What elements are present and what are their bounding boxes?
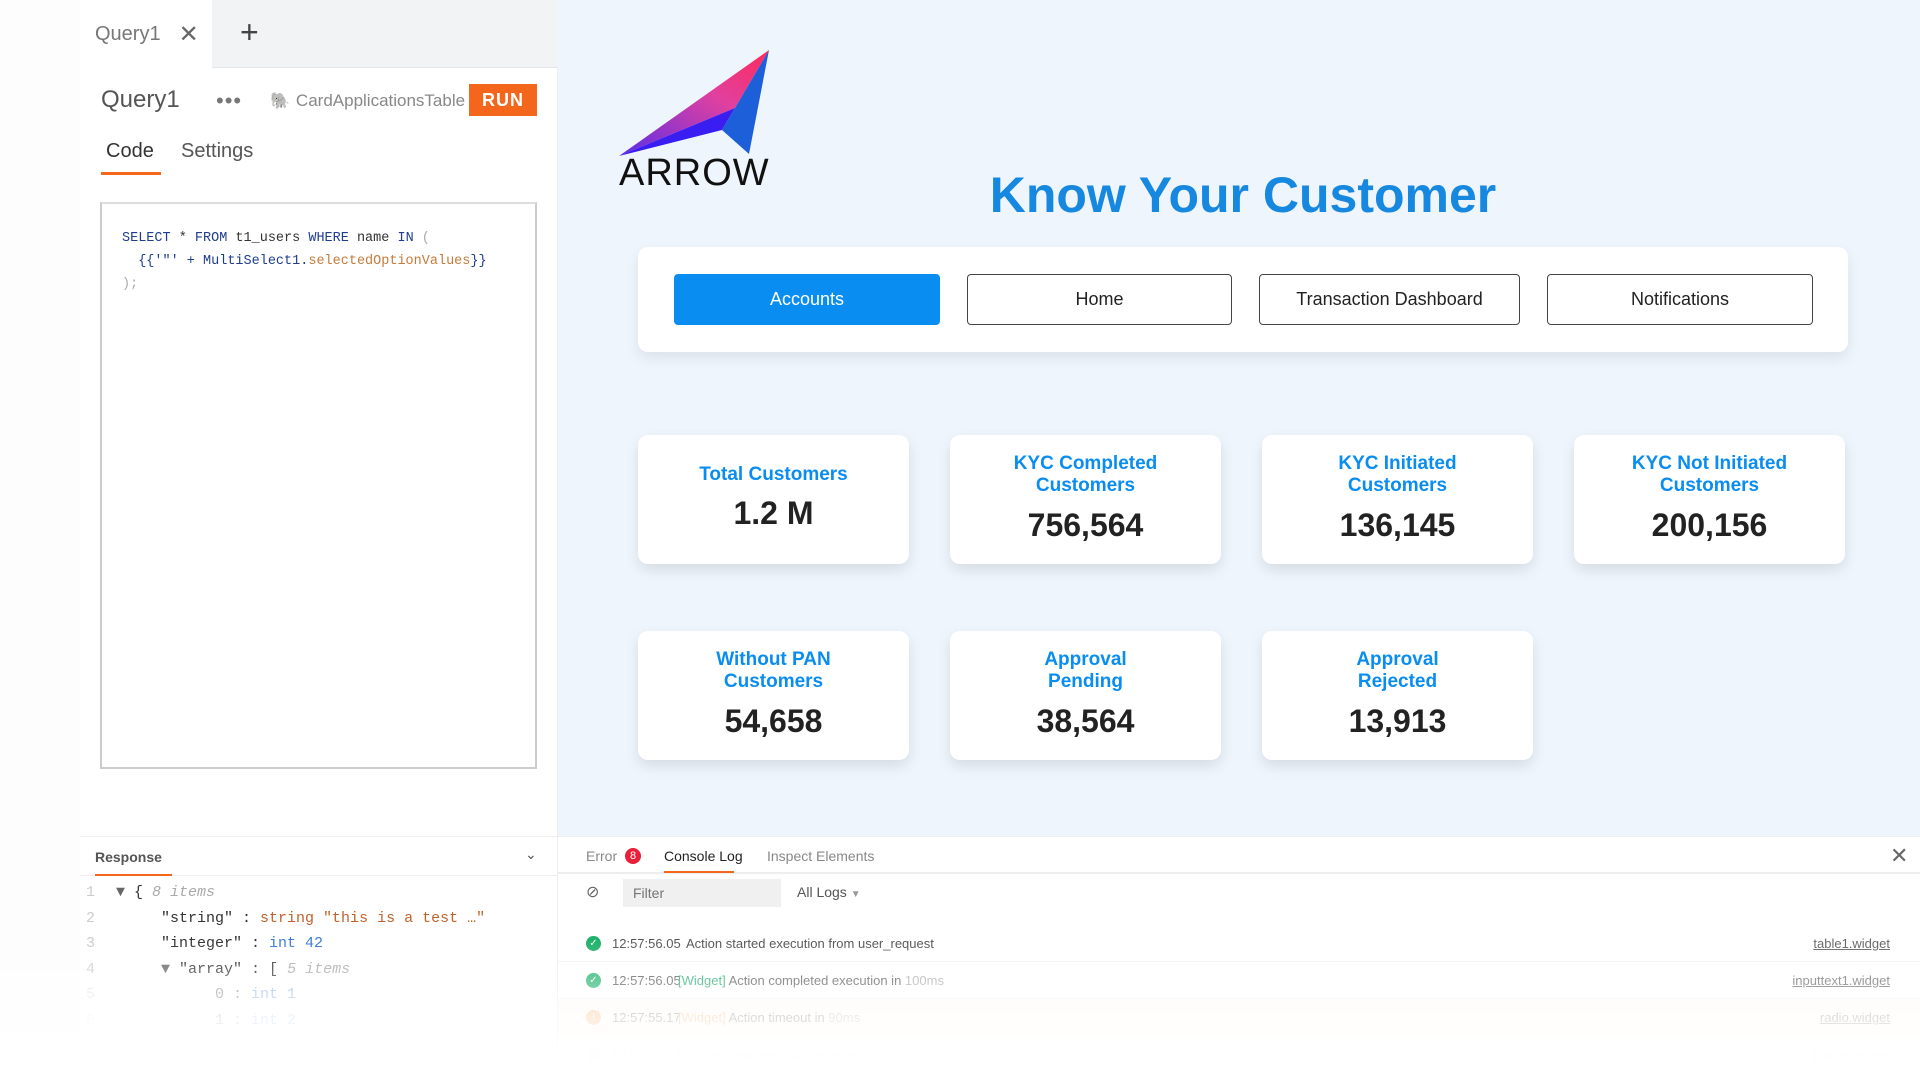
svg-text:ARROW: ARROW — [619, 152, 770, 188]
log-row: ! 12:57:55.17 [Widget] Action timeout in 9… — [558, 999, 1920, 1036]
active-tab-indicator — [101, 172, 161, 175]
response-header[interactable]: Response ⌄ — [80, 836, 558, 876]
query-tab-bar: Query1 ✕ + — [80, 0, 558, 68]
nav-transaction-dashboard-button[interactable]: Transaction Dashboard — [1259, 274, 1520, 325]
log-source-link[interactable]: radio.widget — [1819, 1010, 1890, 1025]
success-icon: ✓ — [586, 936, 601, 951]
close-icon[interactable]: ✕ — [1890, 843, 1909, 868]
tree-row: 2 "string" : string "this is a test …" — [86, 909, 486, 927]
tab-settings[interactable]: Settings — [181, 140, 254, 162]
code-editor[interactable]: SELECT * FROM t1_users WHERE name IN ( {… — [100, 202, 537, 769]
nav-notifications-button[interactable]: Notifications — [1547, 274, 1813, 325]
close-icon[interactable]: ✕ — [178, 20, 199, 48]
postgres-icon: 🐘 — [270, 93, 290, 110]
datasource-name: CardApplicationsTable — [295, 91, 466, 110]
query-tab[interactable]: Query1 ✕ — [80, 0, 212, 68]
tree-row: 5 0 : int 1 — [86, 986, 297, 1004]
arrow-logo: ARROW — [617, 48, 772, 194]
log-source-link[interactable]: table1.widget — [1813, 936, 1890, 951]
log-row: ! 12:57:55.17 [Widget] Returned with error… — [558, 1036, 1920, 1073]
log-source-link[interactable]: button.widget — [1812, 1047, 1890, 1062]
query-tab-label: Query1 — [95, 22, 161, 45]
warning-icon: ! — [586, 1010, 601, 1025]
add-tab-button[interactable]: + — [240, 14, 259, 50]
datasource-selector[interactable]: 🐘 CardApplicationsTable — [270, 91, 465, 111]
debug-console: Error 8 Console Log Inspect Elements ✕ ⊘… — [558, 836, 1920, 1080]
error-icon: ! — [586, 1047, 601, 1062]
stat-card-approval-pending: Approval Pending 38,564 — [950, 631, 1221, 760]
tree-row[interactable]: 4 ▼ "array" : [ 5 items — [86, 960, 351, 978]
error-count-badge: 8 — [625, 848, 641, 864]
query-editor-panel: Query1 ✕ + Query1 ••• 🐘 CardApplicationsTa… — [80, 0, 558, 1080]
stat-card-kyc-not-initiated: KYC Not Initiated Customers 200,156 — [1574, 435, 1845, 564]
tree-row: 6 1 : int 2 — [86, 1011, 297, 1029]
background-edge — [0, 0, 80, 1080]
log-level-dropdown[interactable]: All Logs ▼ — [797, 884, 861, 900]
chevron-down-icon[interactable]: ⌄ — [525, 846, 537, 862]
nav-bar: Accounts Home Transaction Dashboard Noti… — [638, 247, 1848, 352]
stat-card-without-pan: Without PAN Customers 54,658 — [638, 631, 909, 760]
nav-home-button[interactable]: Home — [967, 274, 1232, 325]
clear-logs-icon[interactable]: ⊘ — [586, 884, 600, 901]
tree-row: 3 "integer" : int 42 — [86, 935, 324, 953]
response-tree: 1 ▼ { 8 items 2 "string" : string "this … — [80, 880, 558, 1034]
tab-code[interactable]: Code — [106, 140, 154, 162]
more-options-icon[interactable]: ••• — [216, 88, 243, 113]
console-tabs: Error 8 Console Log Inspect Elements ✕ — [558, 837, 1920, 874]
page-title: Know Your Customer — [989, 167, 1497, 223]
log-row: ✓ 12:57:56.05 Action started execution fro… — [558, 925, 1920, 962]
stat-card-kyc-completed: KYC Completed Customers 756,564 — [950, 435, 1221, 564]
log-source-link[interactable]: inputtext1.widget — [1792, 973, 1890, 988]
run-button[interactable]: RUN — [469, 84, 537, 116]
query-name[interactable]: Query1 — [101, 86, 180, 113]
success-icon: ✓ — [586, 973, 601, 988]
tab-inspect-elements[interactable]: Inspect Elements — [767, 848, 875, 864]
tab-error[interactable]: Error — [586, 848, 618, 864]
nav-accounts-button[interactable]: Accounts — [674, 274, 940, 325]
stat-card-kyc-initiated: KYC Initiated Customers 136,145 — [1262, 435, 1533, 564]
response-label: Response — [95, 849, 162, 865]
log-row: ✓ 12:57:56.05 [Widget] Action completed ex… — [558, 962, 1920, 999]
filter-input[interactable] — [623, 879, 781, 907]
stat-card-total-customers: Total Customers 1.2 M — [638, 435, 909, 564]
stat-card-approval-rejected: Approval Rejected 13,913 — [1262, 631, 1533, 760]
tree-row[interactable]: 1 ▼ { 8 items — [86, 884, 216, 901]
app-canvas: ARROW Know Your Customer Accounts Home T… — [558, 0, 1920, 836]
tab-console-log[interactable]: Console Log — [664, 848, 743, 864]
active-tab-indicator — [664, 871, 734, 873]
